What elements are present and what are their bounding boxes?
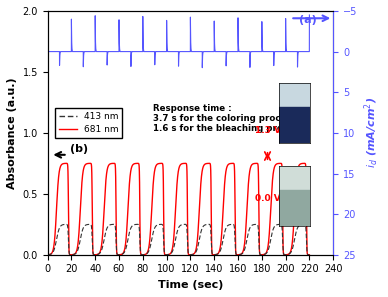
X-axis label: Time (sec): Time (sec) (158, 280, 223, 290)
Text: (b): (b) (71, 144, 88, 154)
Text: 1.3 V: 1.3 V (255, 126, 281, 135)
Legend: 413 nm, 681 nm: 413 nm, 681 nm (55, 108, 122, 138)
Text: (a): (a) (299, 15, 317, 25)
Y-axis label: $i_d$ (mA/cm$^2$): $i_d$ (mA/cm$^2$) (363, 97, 381, 168)
Text: Response time :
3.7 s for the coloring process
1.6 s for the bleaching process: Response time : 3.7 s for the coloring p… (153, 104, 305, 133)
Y-axis label: Absorbance (a.u.): Absorbance (a.u.) (7, 77, 17, 189)
Bar (279, 107, 310, 143)
Bar (279, 83, 310, 107)
Bar (279, 166, 310, 190)
Text: 0.0 V: 0.0 V (255, 194, 281, 203)
Bar (279, 190, 310, 226)
